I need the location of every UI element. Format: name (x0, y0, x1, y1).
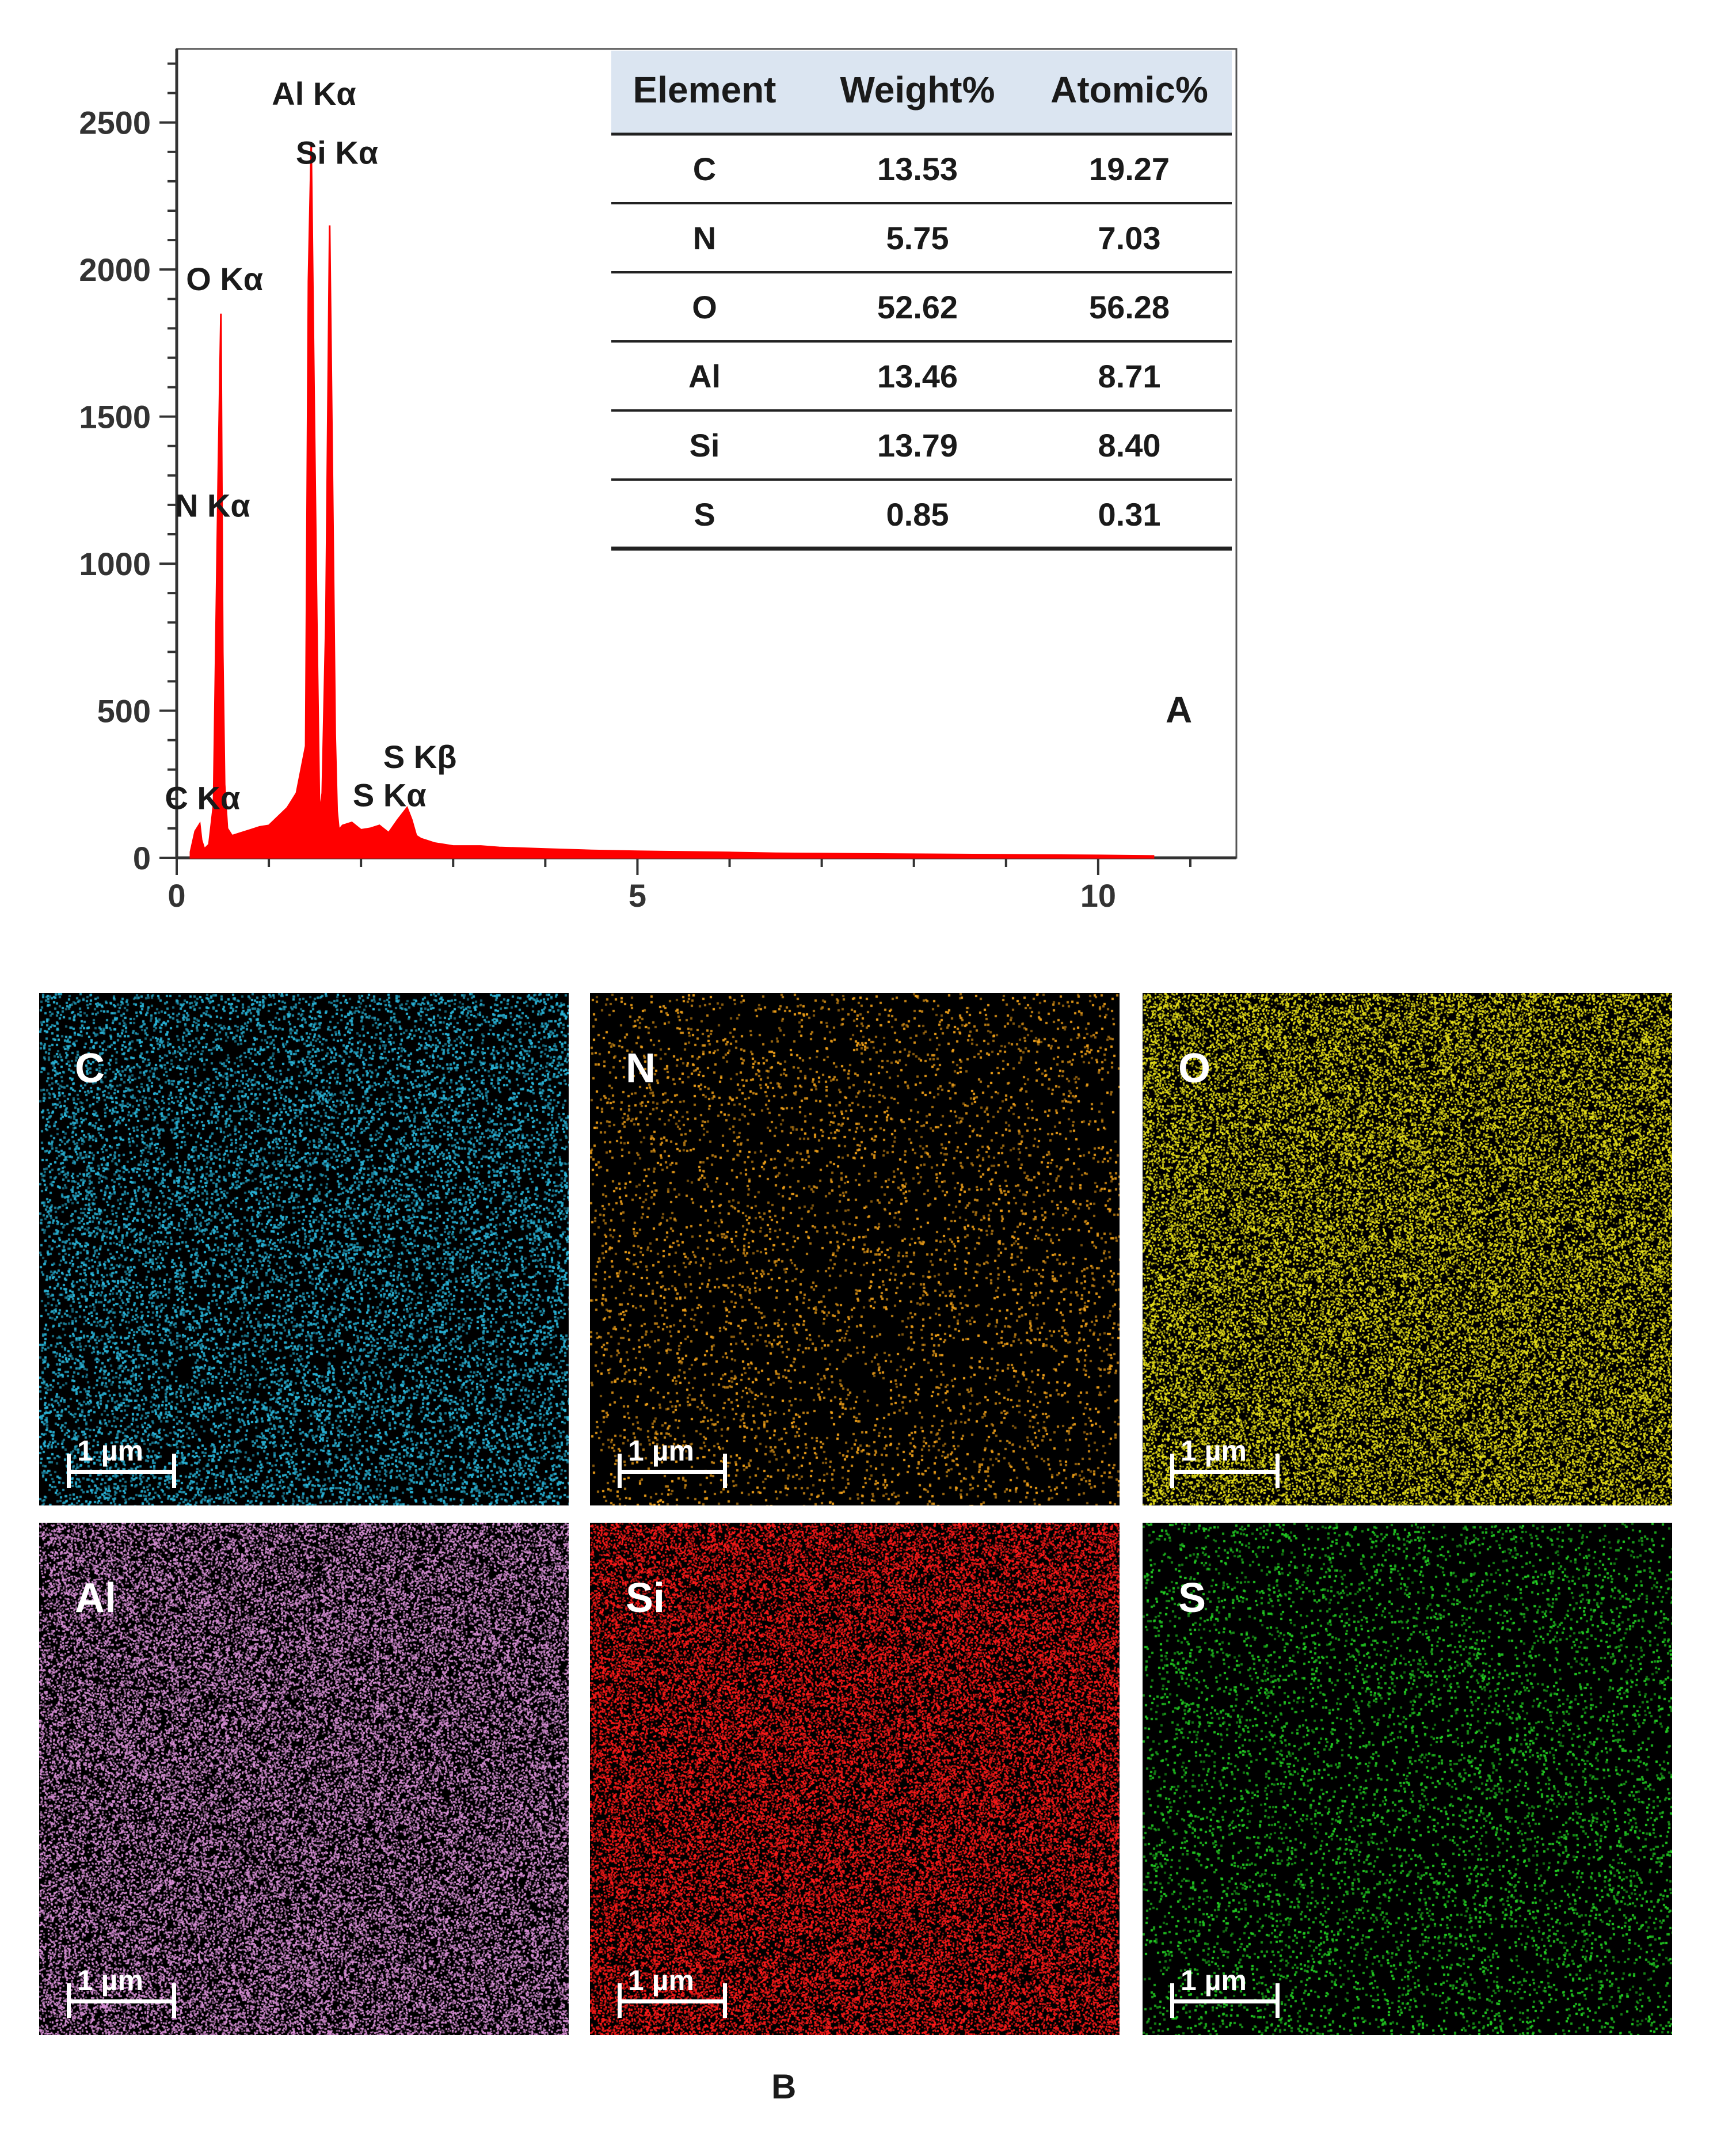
scalebar-tick-l (1170, 1983, 1174, 2018)
table-header-cell: Weight% (840, 69, 995, 111)
map-element-label: N (626, 1045, 656, 1092)
map-element-label: Al (75, 1575, 116, 1621)
spectrum-series (189, 146, 1155, 859)
map-panel-s: S 1 µm (1143, 1523, 1672, 2035)
table-cell: 7.03 (1098, 220, 1161, 256)
y-tick-label: 1000 (79, 546, 151, 582)
table-cell: 13.46 (877, 358, 958, 394)
scalebar-tick-l (67, 1454, 71, 1488)
composition-table: Element Weight% Atomic% C 13.53 19.27 N 5.75 7.0… (611, 51, 1232, 551)
eds-spectrum-chart: 0 500 1000 1500 2000 2500 0 5 10 Al Kα Si Kα O Kα N… (79, 48, 1238, 914)
scale-bar-label: 1 µm (77, 1964, 143, 1997)
element-distribution-map (39, 993, 569, 1505)
table-header-cell: Atomic% (1050, 69, 1208, 111)
table-cell: 0.31 (1098, 496, 1161, 533)
table-cell: Al (688, 358, 721, 394)
peak-label: S Kβ (383, 739, 457, 775)
map-element-label: Si (626, 1575, 665, 1621)
peak-label: Si Kα (296, 134, 378, 170)
element-distribution-map (39, 1523, 569, 2035)
scalebar-line (67, 1470, 176, 1474)
element-distribution-map (590, 993, 1120, 1505)
scale-bar: 1 µm (618, 1436, 727, 1488)
peak-label: S Kα (353, 777, 427, 813)
scalebar-tick-l (618, 1983, 622, 2018)
peak-label: C Kα (165, 780, 240, 816)
table-cell: S (694, 496, 715, 533)
scale-bar-label: 1 µm (628, 1964, 694, 1997)
table-cell: 0.85 (886, 496, 949, 533)
peak-annotations: Al Kα Si Kα O Kα N Kα C Kα S KβS Kα (165, 75, 456, 816)
peak-label: N Kα (175, 487, 250, 523)
y-tick-label: 500 (97, 693, 151, 729)
table-cell: 56.28 (1089, 289, 1170, 325)
scale-bar: 1 µm (618, 1966, 727, 2018)
table-cell: 5.75 (886, 220, 949, 256)
scalebar-tick-l (618, 1454, 622, 1488)
table-cell: 52.62 (877, 289, 958, 325)
peak-label: O Kα (186, 261, 263, 297)
table-cell: C (693, 151, 716, 187)
scale-bar-label: 1 µm (628, 1435, 694, 1467)
table-cell: 8.40 (1098, 427, 1161, 463)
x-tick-label: 10 (1080, 877, 1116, 914)
y-tick-label: 0 (133, 840, 151, 876)
scalebar-tick-r (1276, 1454, 1280, 1488)
map-element-label: O (1178, 1045, 1211, 1092)
x-tick-label: 0 (167, 877, 185, 914)
peak-label: Al Kα (272, 75, 356, 112)
table-cell: Si (690, 427, 720, 463)
y-tick-label: 2500 (79, 105, 151, 141)
scalebar-tick-r (1276, 1983, 1280, 2018)
scalebar-tick-r (723, 1454, 727, 1488)
scalebar-line (1170, 1470, 1280, 1474)
scale-bar: 1 µm (1170, 1966, 1280, 2018)
scalebar-line (618, 1999, 727, 2003)
element-distribution-map (1143, 1523, 1672, 2035)
table-cell: 19.27 (1089, 151, 1170, 187)
map-panel-c: C 1 µm (39, 993, 569, 1505)
scale-bar: 1 µm (67, 1436, 176, 1488)
scalebar-line (618, 1470, 727, 1474)
panel-b-label: B (771, 2067, 797, 2106)
table-header-background (611, 51, 1232, 134)
table-header-cell: Element (633, 69, 776, 111)
scale-bar: 1 µm (67, 1966, 176, 2018)
element-distribution-map (1143, 993, 1672, 1505)
scale-bar-label: 1 µm (1181, 1435, 1247, 1467)
x-tick-label: 5 (629, 877, 646, 914)
table-cell: O (692, 289, 717, 325)
table-cell: 13.53 (877, 151, 958, 187)
map-panel-si: Si 1 µm (590, 1523, 1120, 2035)
table-cell: N (693, 220, 716, 256)
map-panel-n: N 1 µm (590, 993, 1120, 1505)
scalebar-line (67, 1999, 176, 2003)
scalebar-tick-r (723, 1983, 727, 2018)
chart-series (189, 146, 1155, 859)
scalebar-line (1170, 1999, 1280, 2003)
y-tick-label: 2000 (79, 252, 151, 288)
scalebar-tick-l (1170, 1454, 1174, 1488)
y-tick-label: 1500 (79, 399, 151, 435)
scalebar-tick-r (172, 1454, 176, 1488)
scalebar-tick-r (172, 1983, 176, 2018)
scale-bar: 1 µm (1170, 1436, 1280, 1488)
element-distribution-map (590, 1523, 1120, 2035)
scale-bar-label: 1 µm (77, 1435, 143, 1467)
map-panel-o: O 1 µm (1143, 993, 1672, 1505)
scalebar-tick-l (67, 1983, 71, 2018)
panel-a-label: A (1166, 689, 1192, 731)
map-element-label: S (1178, 1575, 1206, 1621)
scale-bar-label: 1 µm (1181, 1964, 1247, 1997)
map-panel-al: Al 1 µm (39, 1523, 569, 2035)
map-element-label: C (75, 1045, 105, 1092)
table-cell: 13.79 (877, 427, 958, 463)
table-cell: 8.71 (1098, 358, 1161, 394)
